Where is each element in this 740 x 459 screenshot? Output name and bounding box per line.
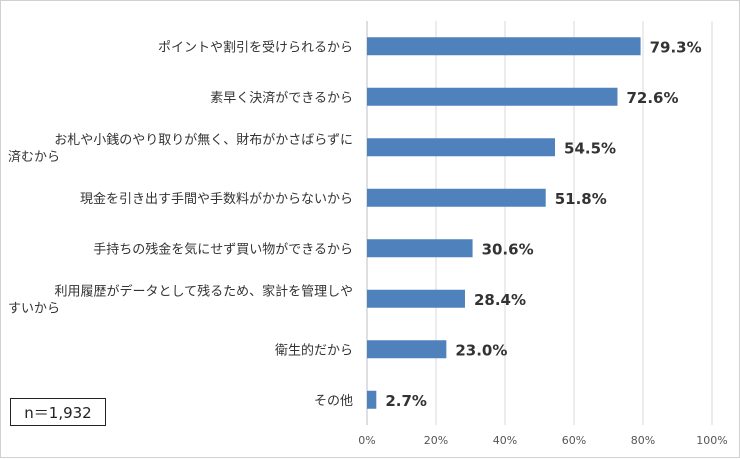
value-label: 23.0%: [455, 341, 507, 359]
category-label: 衛生的だから: [275, 342, 353, 358]
bar: [367, 138, 556, 157]
value-label: 51.8%: [555, 190, 607, 208]
bar: [367, 340, 447, 359]
category-label: 素早く決済ができるから: [210, 90, 353, 106]
value-label: 30.6%: [482, 240, 534, 258]
x-tick-label: 40%: [493, 434, 517, 447]
sample-size-label: n＝1,932: [24, 403, 92, 422]
category-label: ポイントや割引を受けられるから: [158, 39, 353, 55]
x-tick-label: 0%: [358, 434, 375, 447]
sample-size-box: n＝1,932: [10, 398, 106, 426]
category-label: 手持ちの残金を気にせず買い物ができるから: [93, 241, 353, 257]
bar: [367, 188, 546, 207]
x-tick-label: 20%: [424, 434, 448, 447]
value-label: 79.3%: [650, 38, 702, 56]
category-label: すいから: [8, 301, 60, 316]
value-label: 72.6%: [626, 89, 678, 107]
x-tick-label: 80%: [631, 434, 655, 447]
category-label: 済むから: [8, 149, 60, 165]
value-label: 28.4%: [474, 291, 526, 309]
x-tick-label: 100%: [696, 434, 727, 447]
value-label: 2.7%: [385, 392, 427, 410]
category-label: お札や小銭のやり取りが無く、財布がかさばらずに: [54, 133, 353, 148]
bar: [367, 37, 641, 56]
bar: [367, 390, 377, 409]
bar: [367, 87, 618, 106]
category-label: 利用履歴がデータとして残るため、家計を管理しや: [55, 283, 353, 299]
category-label: その他: [314, 394, 353, 409]
value-label: 54.5%: [564, 139, 616, 157]
bar: [367, 289, 465, 308]
category-label: 現金を引き出す手間や手数料がかからないから: [80, 191, 353, 207]
x-tick-label: 60%: [562, 434, 586, 447]
bar: [367, 239, 473, 258]
